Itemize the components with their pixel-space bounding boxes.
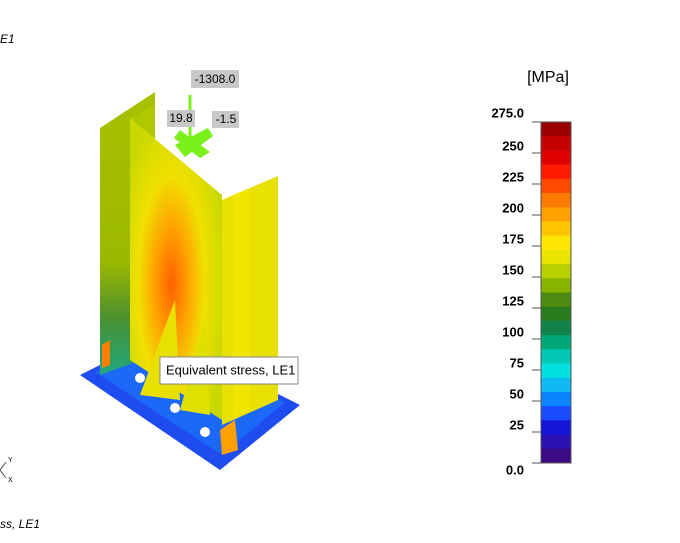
colorbar-band [541,249,571,265]
colorbar-band [541,122,571,137]
colorbar-band [541,207,571,222]
legend-label: 150 [502,262,524,277]
colorbar-band [541,264,571,279]
tooltip-text: Equivalent stress, LE1 [166,362,295,377]
viewport-label: ss, LE1 [0,517,40,531]
load-box [191,70,239,88]
triad [0,469,7,479]
triad [0,461,7,471]
legend-label: 25 [510,417,524,432]
colorbar-band [541,292,571,308]
legend-label: 200 [502,200,524,215]
load-box [212,111,239,128]
viewport-label: E1 [0,32,15,46]
colorbar-frame [540,121,572,464]
tooltip [159,356,299,385]
colorbar-band [541,164,571,180]
colorbar-band [541,178,571,194]
colorbar-band [541,434,571,450]
legend-label: 275.0 [491,105,524,120]
colorbar-band [541,221,571,237]
colorbar-band [541,349,571,365]
colorbar-band [541,420,571,436]
load-label: -1.5 [216,112,237,126]
legend-label: 125 [502,293,524,308]
load-label: 19.8 [169,111,193,125]
colorbar-band [541,235,571,251]
legend-label: 225 [502,169,524,184]
legend-unit: [MPa] [527,69,569,86]
legend-label: 75 [510,355,524,370]
colorbar-band [541,278,571,293]
legend-label: 175 [502,231,524,246]
colorbar-band [541,193,571,208]
axis-label: Y [8,457,13,464]
colorbar-band [541,377,571,393]
colorbar-band [541,150,571,166]
colorbar-band [541,335,571,350]
load-box [167,110,195,127]
colorbar-band [541,391,571,407]
legend-label: 0.0 [506,462,524,477]
colorbar-band [541,448,571,464]
colorbar-band [541,406,571,421]
colorbar-band [541,320,571,336]
legend-label: 50 [510,386,524,401]
colorbar-band [541,306,571,322]
colorbar-band [541,363,571,379]
load-label: -1308.0 [195,72,236,86]
legend-label: 250 [502,138,524,153]
legend-label: 100 [502,324,524,339]
colorbar-band [541,136,571,151]
model [80,92,300,470]
axis-label: X [8,477,13,484]
